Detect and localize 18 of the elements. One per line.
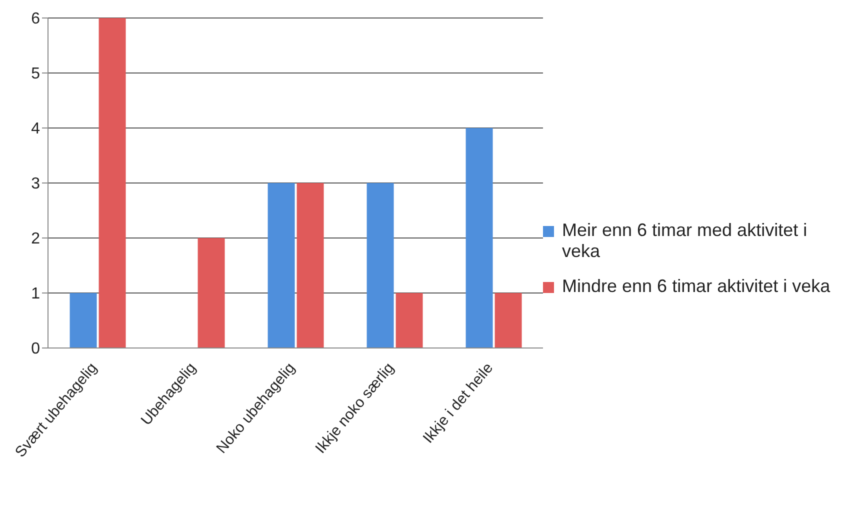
bar: [366, 183, 394, 348]
bar: [98, 18, 126, 348]
y-tick-label: 3: [31, 176, 40, 193]
bar: [70, 293, 97, 348]
y-tick-label: 1: [31, 286, 40, 303]
legend-label: Meir enn 6 timar med aktivitet i veka: [562, 220, 808, 262]
bar: [396, 293, 423, 348]
bar: [198, 238, 225, 348]
legend-label: Mindre enn 6 timar aktivitet i veka: [562, 276, 830, 296]
y-tick-label: 4: [31, 120, 40, 138]
bar: [494, 293, 522, 348]
y-tick-label: 5: [31, 66, 40, 83]
y-tick-label: 6: [31, 10, 40, 28]
bar: [466, 128, 493, 348]
y-tick-label: 2: [31, 230, 40, 248]
y-tick-label: 0: [31, 340, 40, 358]
bar: [268, 183, 295, 348]
bar: [296, 183, 324, 348]
